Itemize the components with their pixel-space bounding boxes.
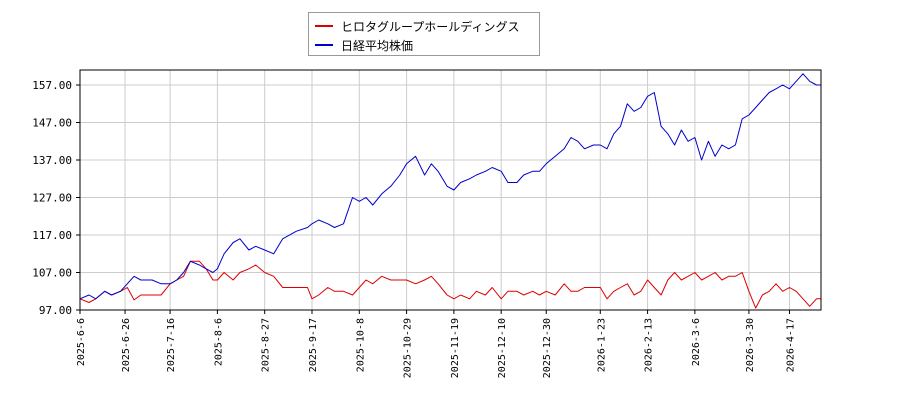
x-tick-label: 2025-8-27 bbox=[261, 318, 272, 372]
x-tick-label: 2025-9-17 bbox=[308, 318, 319, 372]
x-tick-label: 2025-12-10 bbox=[497, 318, 508, 378]
series-layer bbox=[79, 73, 821, 309]
plot-frame bbox=[79, 69, 822, 311]
y-axis: 97.00 107.00 117.00 127.00 137.00 147.00 157.0… bbox=[32, 79, 80, 317]
x-tick-label: 2025-10-29 bbox=[403, 318, 414, 378]
y-tick-label: 127.00 bbox=[32, 192, 72, 205]
x-tick-label: 2026-1-23 bbox=[596, 318, 607, 372]
x-tick-label: 2025-11-19 bbox=[450, 318, 461, 378]
x-tick-label: 2026-3-6 bbox=[691, 318, 702, 366]
legend: ヒロタグループホールディングス 日経平均株価 bbox=[308, 12, 540, 56]
y-tick-label: 157.00 bbox=[32, 79, 72, 92]
x-tick-label: 2025-7-16 bbox=[166, 318, 177, 372]
y-tick-label: 117.00 bbox=[32, 229, 72, 242]
series-line-hirota bbox=[79, 260, 821, 309]
y-tick-label: 107.00 bbox=[32, 267, 72, 280]
legend-swatch-hirota bbox=[315, 25, 333, 27]
x-tick-label: 2025-6-6 bbox=[76, 318, 87, 366]
legend-swatch-nikkei bbox=[315, 44, 333, 46]
x-tick-label: 2025-6-26 bbox=[121, 318, 132, 372]
x-tick-label: 2025-12-30 bbox=[542, 318, 553, 378]
x-tick-label: 2026-2-13 bbox=[644, 318, 655, 372]
grid-lines bbox=[79, 70, 821, 311]
series-line-nikkei bbox=[79, 73, 821, 300]
y-tick-label: 147.00 bbox=[32, 117, 72, 130]
legend-label-hirota: ヒロタグループホールディングス bbox=[341, 19, 520, 34]
y-tick-label: 97.00 bbox=[39, 304, 72, 317]
x-tick-label: 2026-3-30 bbox=[745, 318, 756, 372]
x-tick-label: 2026-4-17 bbox=[785, 318, 796, 372]
x-tick-label: 2025-10-8 bbox=[355, 318, 366, 372]
x-axis: 2025-6-6 2025-6-26 2025-7-16 2025-8-6 2025-8… bbox=[76, 310, 796, 378]
legend-label-nikkei: 日経平均株価 bbox=[341, 38, 414, 53]
legend-entry-nikkei: 日経平均株価 bbox=[315, 36, 413, 54]
legend-entry-hirota: ヒロタグループホールディングス bbox=[315, 17, 519, 35]
y-tick-label: 137.00 bbox=[32, 154, 72, 167]
x-tick-label: 2025-8-6 bbox=[213, 318, 224, 366]
